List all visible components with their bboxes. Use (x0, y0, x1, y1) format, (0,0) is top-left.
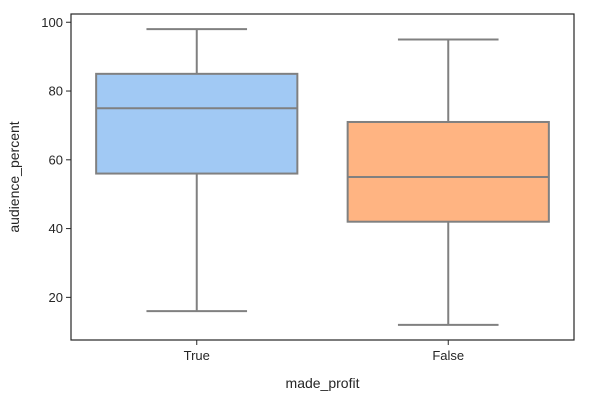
x-tick-label-false: False (432, 348, 464, 363)
box-true (95, 28, 299, 313)
x-tick-label-true: True (184, 348, 210, 363)
y-tick-label-100: 100 (41, 15, 63, 30)
plot-frame (70, 13, 575, 341)
y-tick-label-60: 60 (49, 152, 63, 167)
y-tick-label-40: 40 (49, 221, 63, 236)
plot-area (70, 13, 575, 341)
y-axis: 20 40 60 80 100 (41, 15, 71, 305)
box-false (346, 38, 550, 326)
iqr-box-false (346, 120, 550, 223)
y-tick-label-20: 20 (49, 290, 63, 305)
iqr-box-true (95, 72, 299, 175)
y-axis-title: audience_percent (6, 121, 22, 232)
y-tick-label-80: 80 (49, 84, 63, 99)
x-axis-title: made_profit (286, 375, 360, 391)
x-axis: True False (184, 340, 464, 363)
